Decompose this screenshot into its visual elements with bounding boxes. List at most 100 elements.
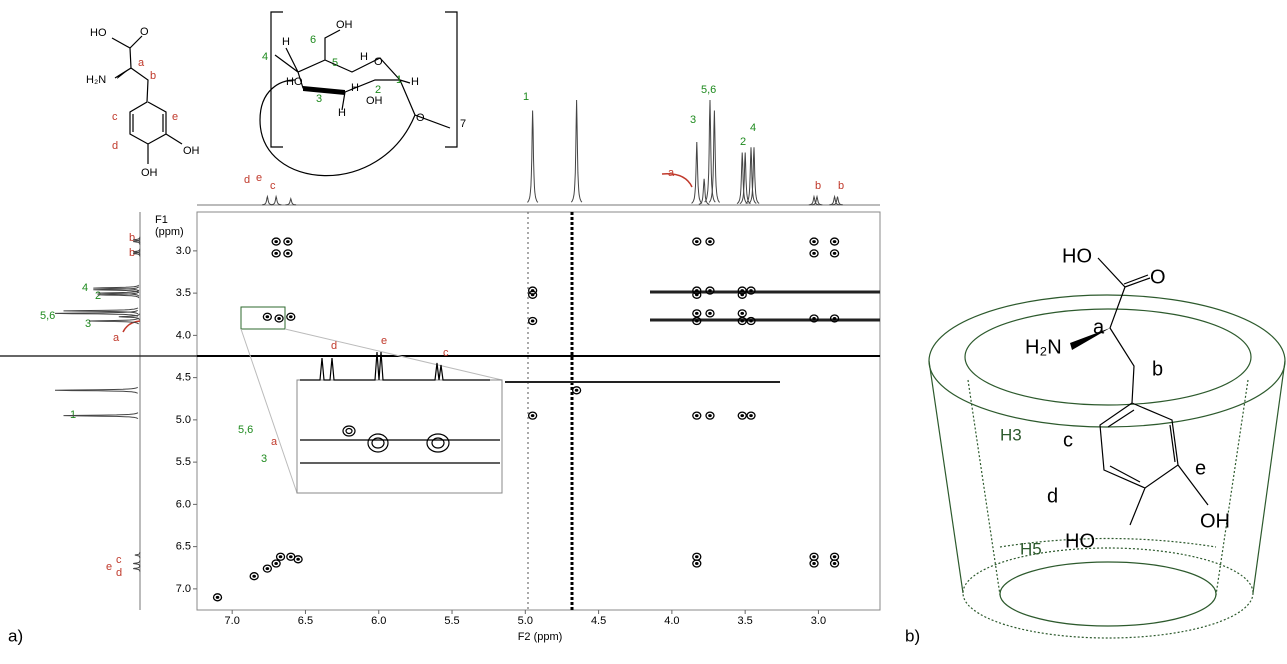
cross-peak (809, 237, 819, 246)
cross-peak-core (274, 240, 278, 244)
top-peak (261, 194, 273, 206)
inset-labels: d e c 5,6 a 3 (238, 335, 449, 465)
y-tick-label: 7.0 (176, 583, 191, 595)
top-peak (698, 178, 710, 205)
cross-peak-core (694, 555, 699, 559)
cross-peak (692, 316, 702, 326)
top-peak (736, 152, 748, 204)
cross-peak-core (749, 289, 753, 293)
cross-peak-core (740, 319, 745, 323)
atom-label: 5 (332, 57, 338, 69)
cross-peak (705, 286, 715, 295)
plot-frame (196, 211, 881, 611)
peak-label: b (129, 232, 135, 244)
inset-source-box (240, 306, 286, 330)
cross-peak (746, 286, 756, 295)
left-peak (93, 286, 140, 294)
y-tick-label: 4.5 (176, 372, 191, 384)
y-tick-label: 5.5 (176, 456, 191, 468)
cross-peak (692, 290, 702, 299)
cross-peak (262, 312, 273, 321)
left-peak (134, 551, 141, 559)
cross-peak-core (812, 316, 816, 320)
cross-peak-core (740, 311, 745, 315)
cross-peak-core (694, 319, 699, 323)
cross-peak (249, 572, 259, 581)
atom-label: e (172, 111, 178, 123)
atom-label: OH (183, 145, 200, 157)
cross-peak (746, 411, 756, 420)
cross-peak (274, 314, 284, 323)
left-peak (63, 307, 139, 315)
dopamine-structure (111, 35, 183, 164)
atom-label: OH (366, 95, 383, 107)
cross-peak-core (530, 319, 535, 323)
cross-peak-core (708, 289, 712, 293)
top-peak (745, 147, 757, 204)
peak-label: e (106, 561, 112, 573)
proton-label: H3 (1000, 425, 1022, 444)
cross-peak-core (812, 240, 816, 244)
atom-label: b (150, 70, 156, 82)
atom-label: d (112, 140, 118, 152)
inset-guide (240, 328, 503, 494)
cross-peak (275, 552, 286, 561)
peak-label: 3 (690, 114, 696, 126)
cross-peak (271, 559, 281, 568)
peak-label: 1 (523, 91, 529, 103)
left-peak (63, 412, 139, 420)
cross-peak (829, 559, 840, 568)
atom-label: HO (1065, 530, 1095, 552)
cross-peak (571, 386, 582, 395)
atom-label: c (1063, 429, 1073, 451)
cross-peak-core (740, 414, 745, 418)
cross-peak (212, 593, 223, 602)
atom-label: c (112, 111, 118, 123)
cone (928, 294, 1286, 639)
peak-label: e (381, 335, 387, 347)
cross-peak-core (530, 293, 535, 297)
peak-label: b (129, 247, 135, 259)
atom-label: H (360, 51, 368, 63)
atom-label: 4 (262, 51, 268, 63)
left-peak (118, 313, 140, 321)
x-tick-label: 7.0 (225, 615, 240, 627)
left-peak (88, 317, 139, 325)
cross-peak (737, 411, 747, 420)
atom-label: H (351, 82, 359, 94)
x-tick-label: 5.0 (518, 615, 533, 627)
cross-peak-core (289, 315, 293, 319)
left-peak (133, 250, 141, 257)
top-peak (527, 110, 539, 203)
cross-peak (705, 411, 715, 420)
atom-label: O (416, 112, 425, 124)
cross-peak-core (812, 555, 816, 559)
top-peak (570, 99, 583, 203)
y-axis-label: (ppm) (155, 226, 184, 238)
left-peak (133, 248, 141, 255)
left-peak (54, 386, 138, 394)
cross-peak (829, 249, 840, 258)
cross-peak-core (530, 414, 535, 418)
cross-peak-core (812, 251, 816, 255)
peak-label: 5,6 (701, 84, 716, 96)
peak-label: c (270, 180, 276, 192)
left-peak (133, 565, 141, 572)
y-tick-label: 6.0 (176, 498, 191, 510)
peak-label: 3 (85, 318, 91, 330)
dopamine-structure-b (1070, 257, 1209, 526)
peak-label: 4 (750, 122, 756, 134)
y-tick-label: 4.0 (176, 329, 191, 341)
top-peak (270, 194, 282, 206)
left-peak (97, 289, 140, 297)
cross-peak-core (832, 240, 837, 244)
cross-peak-core (274, 562, 278, 566)
atom-label: e (1195, 457, 1206, 479)
cross-peak-core (740, 293, 745, 297)
cross-peak (692, 559, 702, 568)
cyclodextrin-labels: 6 OH 4 H 5 H O 1 H HO 3 H 2 OH H O 7 (262, 19, 466, 130)
atom-label: 2 (375, 84, 381, 96)
left-peak-labels: b b 4 2 5,6 3 a 1 e c d (40, 232, 135, 579)
cross-peak (737, 316, 747, 326)
peak-label: a (113, 332, 120, 344)
